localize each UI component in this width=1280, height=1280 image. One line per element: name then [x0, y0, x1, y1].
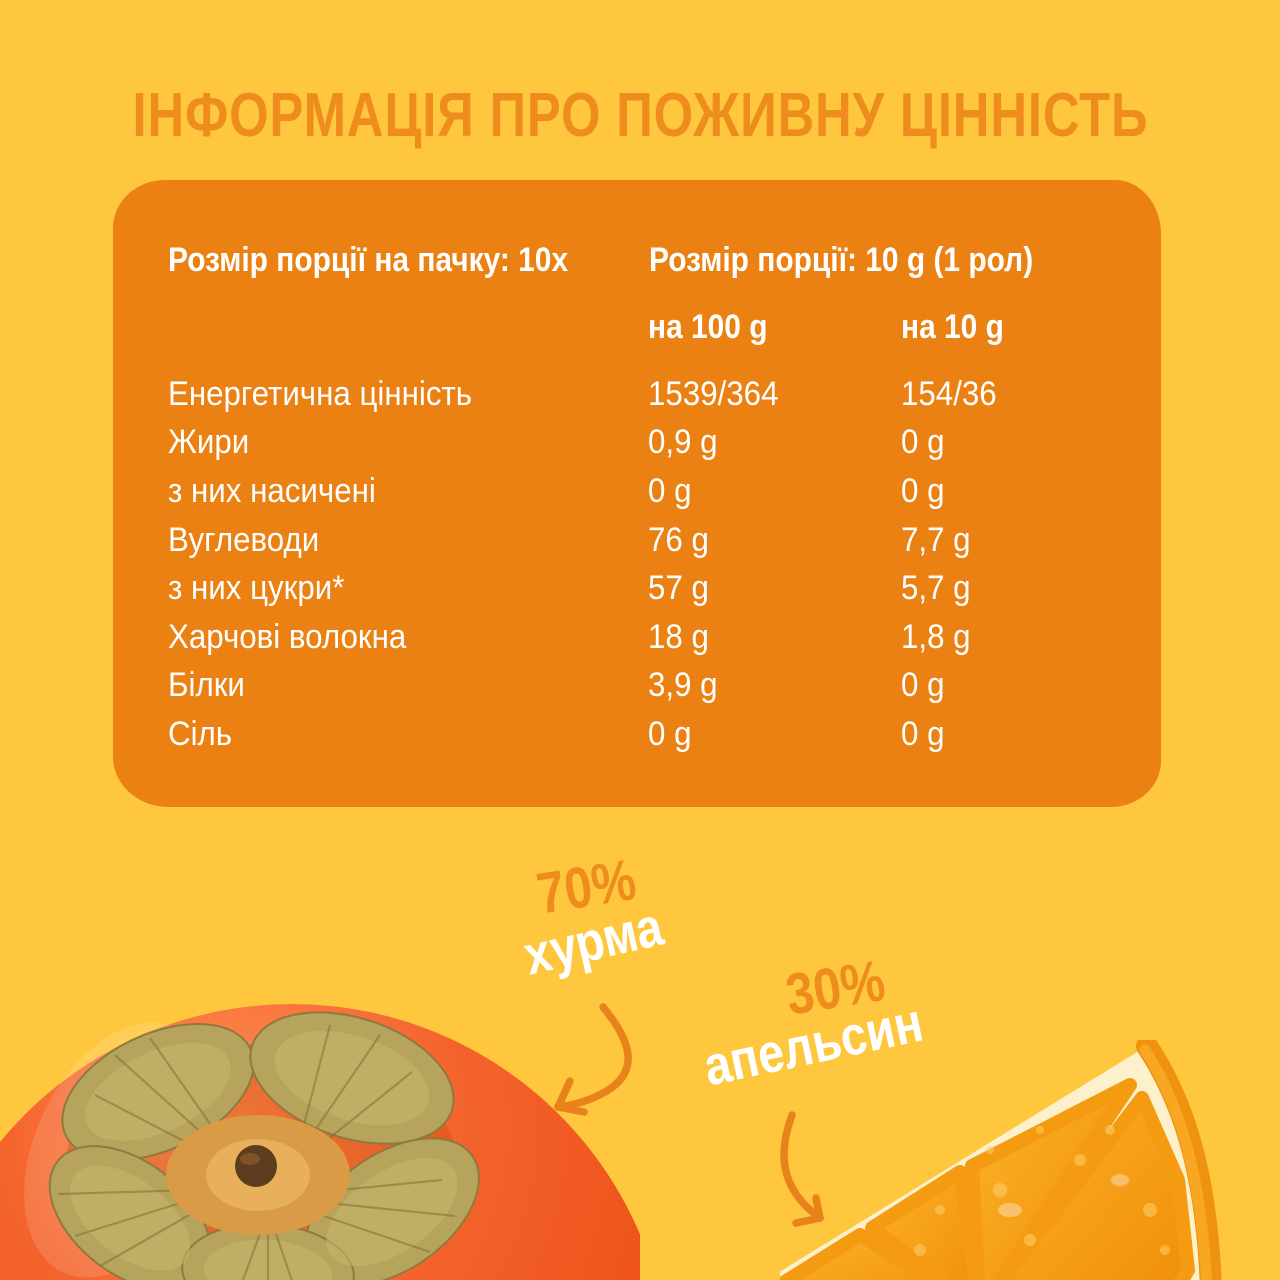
- value-per-10g: 0 g: [901, 714, 945, 753]
- table-row: Харчові волокна 18 g 1,8 g: [168, 613, 1151, 662]
- table-row: Сіль 0 g 0 g: [168, 710, 1151, 759]
- value-per-100g: 3,9 g: [648, 666, 718, 705]
- table-row: Вуглеводи 76 g 7,7 g: [168, 516, 1151, 565]
- serving-header: Розмір порції на пачку: 10x Розмір порці…: [168, 241, 1145, 280]
- value-per-100g: 76 g: [648, 520, 709, 559]
- table-row: Енергетична цінність 1539/364 154/36: [168, 370, 1151, 419]
- nutrient-label: Харчові волокна: [168, 617, 407, 656]
- nutrient-label: Сіль: [168, 714, 233, 753]
- column-header-per-10g: на 10 g: [901, 308, 1004, 346]
- value-per-100g: 57 g: [648, 569, 709, 608]
- value-per-10g: 0 g: [901, 666, 945, 705]
- nutrition-card: Розмір порції на пачку: 10x Розмір порці…: [113, 180, 1161, 807]
- value-per-100g: 18 g: [648, 617, 709, 656]
- value-per-10g: 5,7 g: [901, 569, 971, 608]
- value-per-100g: 0 g: [648, 471, 692, 510]
- value-per-100g: 1539/364: [648, 374, 779, 413]
- value-per-10g: 0 g: [901, 471, 945, 510]
- nutrition-table: Енергетична цінність 1539/364 154/36 Жир…: [168, 370, 1151, 759]
- table-row: з них цукри* 57 g 5,7 g: [168, 564, 1151, 613]
- value-per-10g: 154/36: [901, 374, 997, 413]
- orange-slice-image: [780, 1040, 1222, 1280]
- page-title-text: ІНФОРМАЦІЯ ПРО ПОЖИВНУ ЦІННІСТЬ: [132, 81, 1148, 150]
- value-per-10g: 7,7 g: [901, 520, 971, 559]
- nutrient-label: Жири: [168, 423, 250, 462]
- table-row: з них насичені 0 g 0 g: [168, 467, 1151, 516]
- value-per-10g: 1,8 g: [901, 617, 971, 656]
- page-title: ІНФОРМАЦІЯ ПРО ПОЖИВНУ ЦІННІСТЬ: [0, 80, 1280, 151]
- persimmon-stem: [235, 1145, 277, 1187]
- table-row: Білки 3,9 g 0 g: [168, 662, 1151, 711]
- column-header-per-100g: на 100 g: [648, 308, 768, 346]
- nutrient-label: з них насичені: [168, 471, 376, 510]
- nutrient-label: Енергетична цінність: [168, 374, 473, 413]
- value-per-10g: 0 g: [901, 423, 945, 462]
- value-per-100g: 0 g: [648, 714, 692, 753]
- table-row: Жири 0,9 g 0 g: [168, 419, 1151, 468]
- nutrient-label: Вуглеводи: [168, 520, 320, 559]
- nutrient-label: з них цукри*: [168, 569, 345, 608]
- value-per-100g: 0,9 g: [648, 423, 718, 462]
- serving-size-label: Розмір порції: 10 g (1 рол): [649, 241, 1034, 279]
- persimmon-image: [0, 1004, 640, 1280]
- nutrient-label: Білки: [168, 666, 245, 705]
- serving-per-pack-label: Розмір порції на пачку: 10x: [168, 241, 569, 279]
